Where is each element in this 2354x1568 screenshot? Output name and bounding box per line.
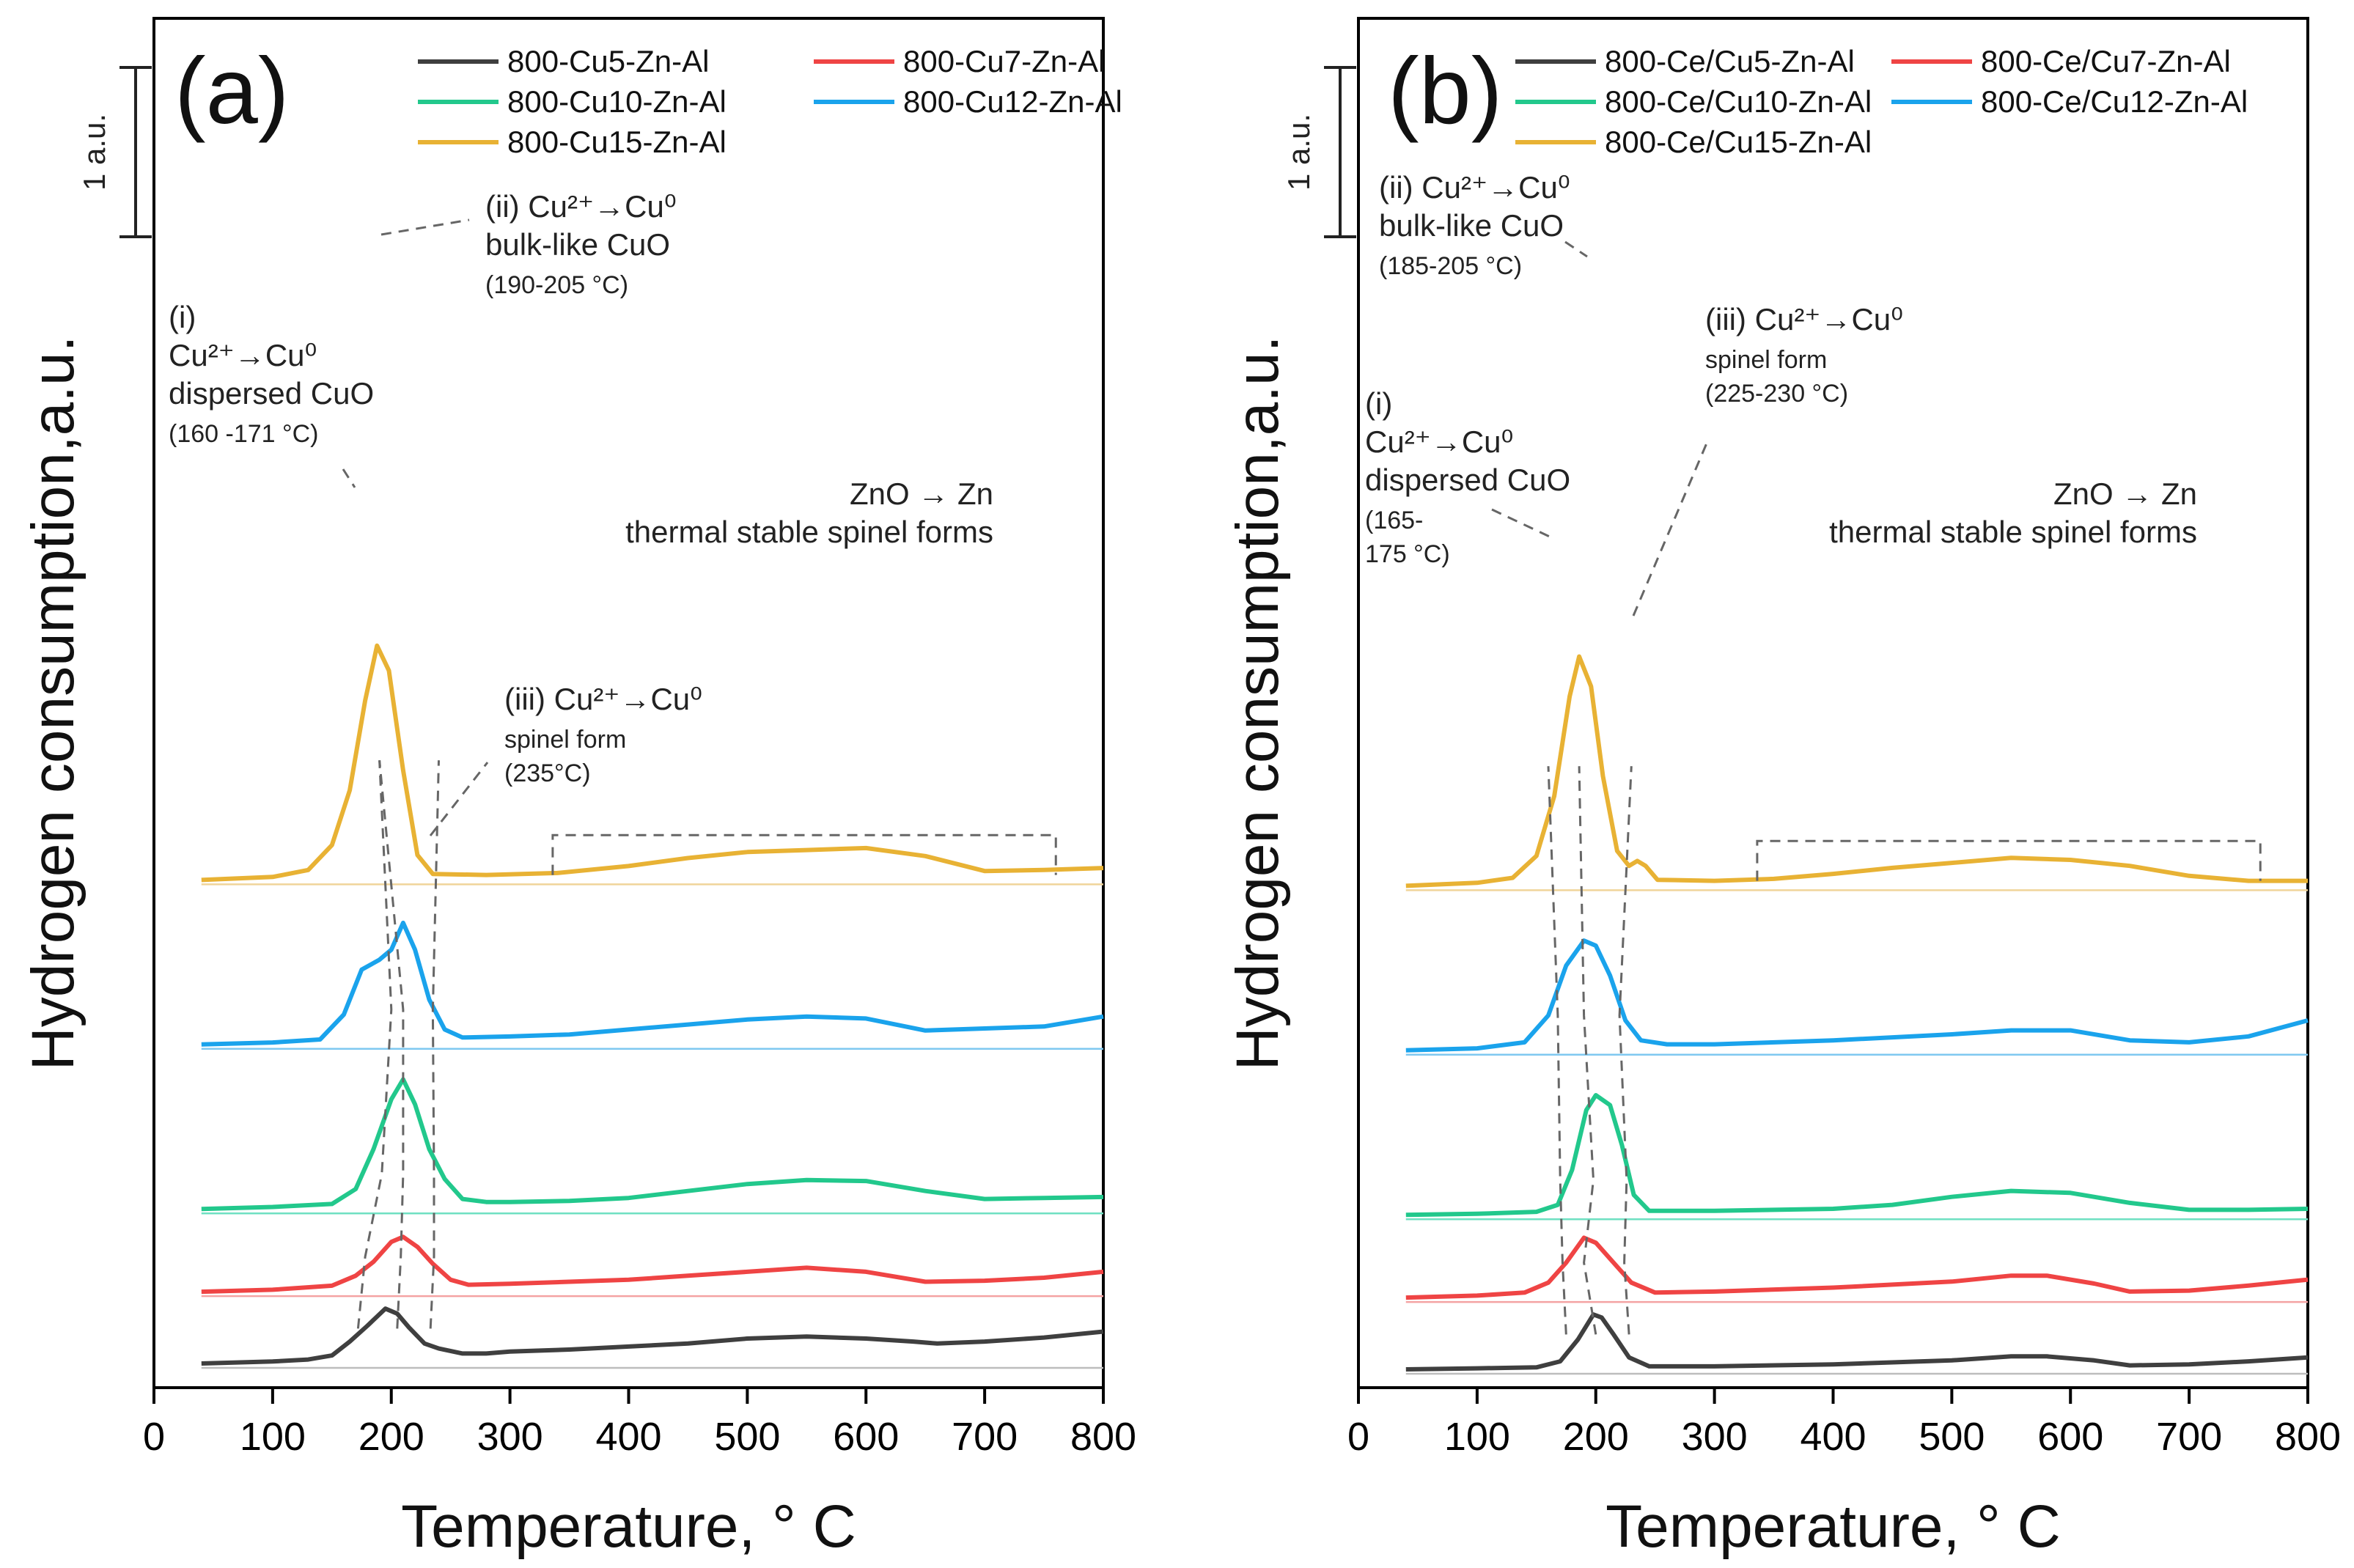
zno-bracket: [1756, 839, 2262, 881]
series-line-800-Cu12-Zn-Al: [201, 920, 1104, 1047]
annotation-i: (i) Cu²⁺→Cu⁰ dispersed CuO (165- 175 °C): [1365, 386, 1570, 568]
series-line-800-Ce/Cu15-Zn-Al: [1405, 654, 2308, 888]
legend-label: 800-Ce/Cu15-Zn-Al: [1605, 125, 1872, 159]
scale-bar-label: 1 a.u.: [77, 114, 111, 191]
annotation-leader: [429, 762, 489, 836]
x-tick-label: 300: [477, 1415, 543, 1459]
series-line-800-Ce/Cu5-Zn-Al: [1405, 1312, 2309, 1372]
annotation-text: ZnO → Zn: [2053, 476, 2197, 511]
peak-guide-line: [356, 760, 393, 1329]
x-tick-label: 500: [714, 1415, 780, 1459]
annotation-zno: ZnO → Zn thermal stable spinel forms: [1829, 476, 2197, 549]
annotation-text: ZnO → Zn: [850, 476, 993, 511]
x-tick-label: 300: [1682, 1415, 1748, 1459]
x-axis-label: Temperature, ° C: [401, 1493, 856, 1560]
annotation-text: spinel form: [504, 726, 626, 754]
legend-label: 800-Ce/Cu10-Zn-Al: [1605, 84, 1872, 119]
x-tick-label: 100: [1444, 1415, 1510, 1459]
annotation-leader: [1632, 439, 1710, 616]
annotation-text: (iii) Cu²⁺→Cu⁰: [1705, 302, 1903, 336]
y-axis-label: Hydrogen consumption,a.u.: [1224, 336, 1291, 1071]
peak-guide-line: [1547, 766, 1567, 1335]
annotation-text: (235°C): [504, 759, 591, 787]
annotation-text: 175 °C): [1365, 540, 1450, 568]
annotation-text: Cu²⁺→Cu⁰: [1365, 424, 1513, 459]
annotation-text: (iii) Cu²⁺→Cu⁰: [504, 682, 702, 716]
panel-b: 0 100 200 300 400 500 600 700 800 Temperature, ° …: [1224, 17, 2341, 1560]
peak-guide-line: [429, 760, 440, 1329]
panel-letter: (b): [1388, 39, 1502, 144]
series-line-800-Cu10-Zn-Al: [201, 1077, 1104, 1212]
x-tick-label: 400: [595, 1415, 661, 1459]
series-line-800-Ce/Cu12-Zn-Al: [1405, 938, 2309, 1053]
series-line-800-Cu15-Zn-Al: [201, 643, 1104, 883]
annotation-leader: [1564, 240, 1588, 258]
x-tick-label: 100: [240, 1415, 306, 1459]
x-axis-label: Temperature, ° C: [1605, 1493, 2061, 1560]
series-line-800-Ce/Cu7-Zn-Al: [1405, 1235, 2309, 1300]
series-line-800-Ce/Cu10-Zn-Al: [1405, 1093, 2309, 1218]
peak-guide-line: [1618, 766, 1633, 1335]
annotation-text: (i): [169, 300, 196, 334]
y-axis-label: Hydrogen consumption,a.u.: [20, 336, 87, 1071]
x-tick-label: 600: [833, 1415, 899, 1459]
x-tick-label: 700: [2156, 1415, 2222, 1459]
annotation-text: thermal stable spinel forms: [625, 515, 993, 549]
annotation-text: bulk-like CuO: [485, 227, 670, 262]
annotation-i: (i) Cu²⁺→Cu⁰ dispersed CuO (160 -171 °C): [169, 300, 374, 448]
x-tick-label: 600: [2037, 1415, 2103, 1459]
legend-label: 800-Ce/Cu12-Zn-Al: [1981, 84, 2248, 119]
series-line-800-Cu7-Zn-Al: [201, 1234, 1104, 1295]
x-tick-label: 800: [2275, 1415, 2341, 1459]
x-tick-label: 700: [952, 1415, 1018, 1459]
annotation-iii: (iii) Cu²⁺→Cu⁰ spinel form (235°C): [504, 682, 702, 787]
legend-label: 800-Ce/Cu7-Zn-Al: [1981, 44, 2231, 78]
annotation-text: dispersed CuO: [1365, 463, 1570, 497]
peak-guide-line: [1578, 766, 1597, 1335]
annotation-text: (165-: [1365, 507, 1423, 534]
annotation-text: (190-205 °C): [485, 271, 628, 299]
annotation-leader: [342, 468, 356, 488]
annotation-leader: [380, 218, 470, 236]
legend: 800-Cu5-Zn-Al 800-Cu7-Zn-Al 800-Cu10-Zn-Al…: [418, 44, 1122, 159]
legend-label: 800-Cu12-Zn-Al: [903, 84, 1122, 119]
scale-bar-label: 1 a.u.: [1281, 114, 1316, 191]
x-tick-label: 200: [358, 1415, 424, 1459]
legend-label: 800-Cu7-Zn-Al: [903, 44, 1105, 78]
x-tick-label: 0: [143, 1415, 165, 1459]
x-tick-label: 800: [1070, 1415, 1136, 1459]
annotation-text: (ii) Cu²⁺→Cu⁰: [485, 189, 677, 224]
x-tick-label: 500: [1919, 1415, 1985, 1459]
annotation-text: thermal stable spinel forms: [1829, 515, 2197, 549]
zno-bracket: [551, 833, 1057, 875]
annotation-text: (i): [1365, 386, 1392, 421]
legend: 800-Ce/Cu5-Zn-Al 800-Ce/Cu7-Zn-Al 800-Ce/C…: [1515, 44, 2248, 159]
legend-label: 800-Cu10-Zn-Al: [507, 84, 727, 119]
annotation-text: (225-230 °C): [1705, 380, 1848, 408]
x-tick-label: 400: [1800, 1415, 1866, 1459]
annotation-leader: [1491, 508, 1555, 540]
annotation-text: bulk-like CuO: [1379, 208, 1564, 243]
x-tick-label: 0: [1347, 1415, 1369, 1459]
panel-a: 0 100 200 300 400 500 600 700 800 Temperature, ° …: [20, 17, 1136, 1560]
legend-label: 800-Cu15-Zn-Al: [507, 125, 727, 159]
legend-label: 800-Ce/Cu5-Zn-Al: [1605, 44, 1855, 78]
legend-label: 800-Cu5-Zn-Al: [507, 44, 709, 78]
annotation-text: (160 -171 °C): [169, 420, 318, 448]
annotation-iii: (iii) Cu²⁺→Cu⁰ spinel form (225-230 °C): [1705, 302, 1903, 408]
annotation-text: spinel form: [1705, 346, 1827, 374]
annotation-zno: ZnO → Zn thermal stable spinel forms: [625, 476, 993, 549]
annotation-text: Cu²⁺→Cu⁰: [169, 338, 317, 372]
annotation-text: dispersed CuO: [169, 376, 374, 411]
annotation-text: (185-205 °C): [1379, 252, 1522, 280]
x-tick-label: 200: [1563, 1415, 1629, 1459]
panel-letter: (a): [174, 39, 289, 144]
annotation-text: (ii) Cu²⁺→Cu⁰: [1379, 170, 1570, 205]
series-line-800-Cu5-Zn-Al: [201, 1306, 1104, 1366]
